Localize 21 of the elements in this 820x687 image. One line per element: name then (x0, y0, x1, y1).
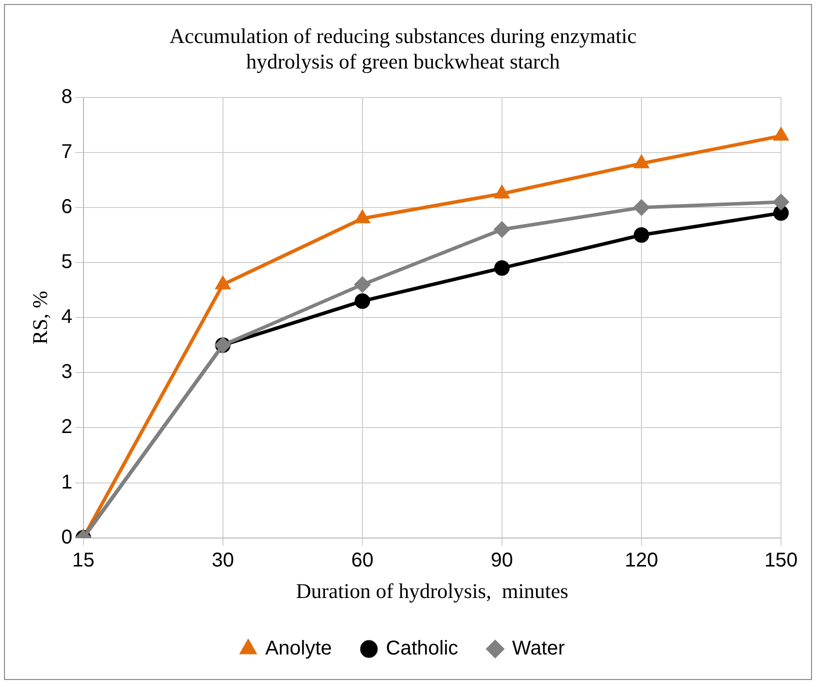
y-axis-title: RS, % (28, 290, 52, 344)
y-tick-label: 2 (61, 416, 72, 438)
y-tick-label: 5 (61, 251, 72, 274)
y-tick-label: 7 (61, 140, 72, 163)
chart-title: Accumulation of reducing substances during enzymatic hydrolysis of green buckwheat starch (169, 24, 637, 74)
y-tick-label: 3 (61, 361, 72, 384)
legend-label: Water (512, 638, 566, 660)
x-tick-label: 90 (490, 549, 514, 572)
y-tick-label: 1 (61, 471, 72, 494)
y-tick-label: 0 (61, 526, 72, 548)
y-tick-label: 6 (61, 196, 72, 218)
legend-label: Anolyte (265, 638, 332, 660)
x-axis-title: Duration of hydrolysis, minutes (296, 578, 568, 603)
y-tick-label: 8 (61, 86, 72, 108)
x-tick-label: 15 (72, 549, 94, 572)
x-tick-label: 30 (212, 549, 234, 572)
legend-label: Catholic (386, 638, 458, 660)
y-tick-label: 4 (61, 306, 72, 328)
x-tick-label: 60 (351, 549, 374, 572)
x-tick-label: 120 (624, 549, 658, 572)
x-tick-label: 150 (764, 549, 798, 572)
